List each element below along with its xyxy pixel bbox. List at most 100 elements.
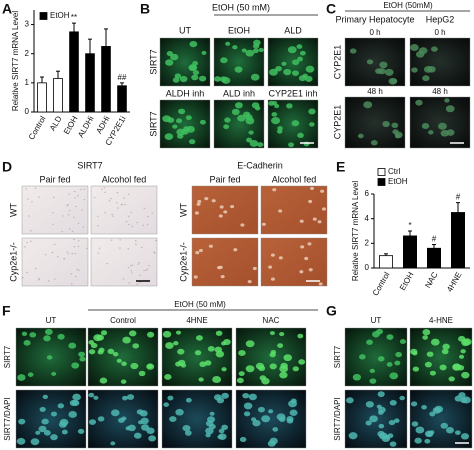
cell bbox=[221, 341, 227, 346]
cell bbox=[346, 397, 354, 404]
legend-label: EtOH bbox=[50, 11, 70, 20]
y-tick-label: 0 bbox=[365, 263, 370, 272]
cell bbox=[217, 266, 222, 270]
image-tile bbox=[409, 37, 471, 87]
cell bbox=[77, 240, 80, 242]
cell bbox=[123, 197, 125, 199]
cell bbox=[50, 434, 58, 441]
cell bbox=[198, 75, 207, 82]
cell bbox=[297, 56, 304, 62]
cell bbox=[121, 203, 124, 205]
cell bbox=[452, 363, 462, 371]
cell bbox=[100, 330, 108, 336]
cell bbox=[66, 251, 69, 253]
cell bbox=[410, 401, 418, 407]
cell bbox=[415, 426, 425, 434]
cell bbox=[461, 371, 470, 379]
cell bbox=[389, 372, 399, 380]
cell bbox=[194, 350, 202, 356]
cell bbox=[250, 73, 260, 81]
cell bbox=[445, 105, 455, 113]
y-tick-label: 1 bbox=[25, 78, 30, 87]
cell bbox=[279, 332, 285, 337]
cell bbox=[422, 329, 431, 336]
cell bbox=[320, 189, 325, 193]
cell bbox=[165, 342, 174, 349]
cell bbox=[68, 342, 77, 349]
row-label: SIRT7/DAPI bbox=[3, 397, 12, 440]
cell bbox=[74, 197, 76, 199]
cell bbox=[257, 142, 264, 148]
cell bbox=[251, 102, 260, 109]
cell bbox=[454, 395, 463, 402]
cell bbox=[428, 130, 434, 135]
cell bbox=[317, 220, 322, 224]
cell bbox=[104, 191, 107, 193]
column-label: Alcohol fed bbox=[272, 174, 317, 184]
cell bbox=[196, 202, 201, 206]
cell bbox=[438, 122, 447, 130]
image-tile bbox=[235, 327, 307, 387]
cell bbox=[460, 433, 470, 440]
cell bbox=[391, 122, 399, 129]
cell bbox=[116, 191, 119, 194]
cell bbox=[267, 440, 276, 447]
cell bbox=[291, 70, 299, 76]
cell bbox=[189, 40, 198, 48]
time-label: 48 h bbox=[367, 87, 383, 96]
cell bbox=[96, 215, 99, 217]
cell bbox=[252, 48, 259, 54]
row-label: CYP2E1 bbox=[332, 45, 342, 80]
row-label: Cyp2e1-/- bbox=[178, 242, 188, 282]
cell bbox=[167, 117, 175, 123]
cell bbox=[93, 395, 99, 400]
cell bbox=[93, 196, 96, 199]
cell bbox=[299, 50, 306, 56]
cell bbox=[239, 436, 247, 443]
cell bbox=[26, 241, 28, 244]
cell bbox=[151, 212, 154, 214]
cell bbox=[173, 341, 179, 346]
cell bbox=[248, 130, 254, 135]
cell bbox=[269, 68, 278, 76]
image-tile bbox=[21, 237, 89, 287]
panel-label: D bbox=[2, 159, 12, 175]
cell bbox=[418, 47, 428, 55]
cell bbox=[298, 359, 306, 365]
cell bbox=[386, 362, 393, 367]
cell bbox=[221, 392, 229, 399]
cell bbox=[58, 421, 67, 428]
cell bbox=[82, 226, 85, 228]
cell bbox=[77, 428, 85, 434]
cell bbox=[415, 99, 423, 106]
cell bbox=[174, 73, 182, 79]
cell bbox=[38, 279, 40, 281]
cell bbox=[130, 270, 133, 272]
cell bbox=[67, 253, 70, 255]
cell bbox=[259, 375, 267, 381]
cell bbox=[379, 61, 388, 69]
cell bbox=[52, 223, 54, 225]
cell bbox=[424, 430, 434, 438]
cell bbox=[291, 120, 300, 127]
cell bbox=[185, 115, 192, 121]
column-label: UT bbox=[179, 25, 191, 35]
row-label: SIRT7 bbox=[333, 345, 342, 368]
cell bbox=[426, 351, 434, 357]
cell bbox=[131, 264, 134, 266]
cell bbox=[204, 197, 209, 201]
cell bbox=[108, 200, 111, 202]
cell bbox=[211, 199, 216, 203]
cell bbox=[218, 214, 223, 218]
cell bbox=[76, 268, 79, 270]
cell bbox=[442, 343, 450, 350]
cell bbox=[269, 363, 277, 370]
column-label: ALDH inh bbox=[166, 88, 205, 98]
cell bbox=[127, 193, 130, 195]
cell bbox=[220, 57, 228, 64]
image-tile bbox=[191, 185, 259, 235]
cell bbox=[74, 275, 77, 278]
cell bbox=[175, 408, 184, 416]
cell bbox=[177, 359, 186, 366]
